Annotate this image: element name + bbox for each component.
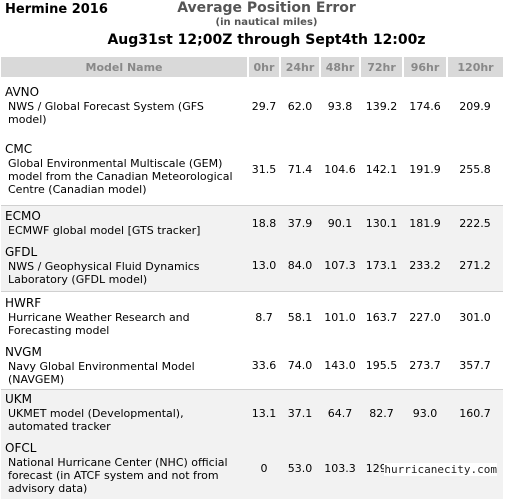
model-abbr: GFDL [5,244,38,259]
model-name-cell: OFCL National Hurricane Center (NHC) offi… [1,437,248,499]
value-cell: 53.0 [280,437,320,499]
value-cell: 29.7 [248,77,280,135]
model-abbr: OFCL [5,440,37,455]
table-row: NVGM Navy Global Environmental Model (NAV… [1,343,503,389]
page-subtitle: (in nautical miles) [215,17,318,28]
value-cell: 255.8 [447,135,503,205]
value-cell: 103.3 [320,437,360,499]
value-cell: 181.9 [403,204,447,241]
model-name-cell: ECMO ECMWF global model [GTS tracker] [1,204,248,241]
position-error-table: Model Name 0hr 24hr 48hr 72hr 96hr 120hr… [1,57,503,499]
value-cell: 104.6 [320,135,360,205]
value-cell: 101.0 [320,290,360,343]
value-cell: 18.8 [248,204,280,241]
table-row: HWRF Hurricane Weather Research and Forec… [1,290,503,343]
value-cell: 160.7 [447,388,503,437]
model-name-cell: UKM UKMET model (Developmental), automate… [1,388,248,437]
model-abbr: UKM [5,392,33,407]
model-description: Navy Global Environmental Model (NAVGEM) [8,359,195,386]
value-cell: 209.9 [447,77,503,135]
value-cell: 191.9 [403,135,447,205]
model-abbr: HWRF [5,296,42,311]
model-description: Hurricane Weather Research and Forecasti… [8,311,190,338]
value-cell: 142.1 [360,135,403,205]
title-block: Average Position Error (in nautical mile… [0,0,505,48]
value-cell: 82.7 [360,388,403,437]
column-header: Model Name [1,57,249,77]
model-name-cell: HWRF Hurricane Weather Research and Forec… [1,290,248,343]
value-cell: 62.0 [280,77,320,135]
model-description: NWS / Global Forecast System (GFS model) [8,100,204,126]
model-description: Global Environmental Multiscale (GEM) mo… [8,157,233,197]
model-description: National Hurricane Center (NHC) official… [8,455,228,495]
value-cell: 13.0 [248,241,280,291]
value-cell: 233.2 [403,241,447,291]
value-cell: 273.7 [403,343,447,389]
model-description: NWS / Geophysical Fluid Dynamics Laborat… [8,259,200,286]
table-row: ECMO ECMWF global model [GTS tracker] 18.… [1,204,503,241]
value-cell: 74.0 [280,343,320,389]
value-cell: 271.2 [447,241,503,291]
value-cell: 93.0 [403,388,447,437]
value-cell: 130.1 [360,204,403,241]
value-cell: 90.1 [320,204,360,241]
table-header-row: Model Name 0hr 24hr 48hr 72hr 96hr 120hr [1,57,503,77]
date-range: Aug31st 12;00Z through Sept4th 12:00z [107,32,426,48]
column-header: 96hr [403,57,448,77]
value-cell: 31.5 [248,135,280,205]
watermark: hurricanecity.com [384,463,497,476]
table-row: AVNO NWS / Global Forecast System (GFS mo… [1,77,503,135]
model-name-cell: CMC Global Environmental Multiscale (GEM)… [1,135,248,205]
table-row: CMC Global Environmental Multiscale (GEM)… [1,135,503,205]
value-cell: 37.1 [280,388,320,437]
storm-name: Hermine 2016 [5,2,108,17]
value-cell: 139.2 [360,77,403,135]
value-cell: 64.7 [320,388,360,437]
table-row: UKM UKMET model (Developmental), automate… [1,388,503,437]
model-name-cell: GFDL NWS / Geophysical Fluid Dynamics Lab… [1,241,248,291]
value-cell: 143.0 [320,343,360,389]
value-cell: 71.4 [280,135,320,205]
model-abbr: AVNO [5,85,40,99]
value-cell: 107.3 [320,241,360,291]
model-description: UKMET model (Developmental), automated t… [8,407,184,434]
column-header: 24hr [280,57,321,77]
page-title: Average Position Error [177,0,356,16]
value-cell: 163.7 [360,290,403,343]
value-cell: 222.5 [447,204,503,241]
value-cell: 173.1 [360,241,403,291]
table-row: GFDL NWS / Geophysical Fluid Dynamics Lab… [1,241,503,291]
column-header: 120hr [447,57,503,77]
value-cell: 13.1 [248,388,280,437]
value-cell: 8.7 [248,290,280,343]
value-cell: 84.0 [280,241,320,291]
value-cell: 174.6 [403,77,447,135]
value-cell: 58.1 [280,290,320,343]
model-abbr: NVGM [5,344,42,359]
value-cell: 301.0 [447,290,503,343]
value-cell: 0 [248,437,280,499]
value-cell: 195.5 [360,343,403,389]
model-abbr: CMC [5,142,33,157]
value-cell: 93.8 [320,77,360,135]
value-cell: 357.7 [447,343,503,389]
model-name-cell: AVNO NWS / Global Forecast System (GFS mo… [1,77,248,135]
column-header: 0hr [248,57,281,77]
model-abbr: ECMO [5,208,41,223]
value-cell: 37.9 [280,204,320,241]
value-cell: 33.6 [248,343,280,389]
model-description: ECMWF global model [GTS tracker] [8,223,201,237]
column-header: 48hr [320,57,361,77]
value-cell: 227.0 [403,290,447,343]
model-name-cell: NVGM Navy Global Environmental Model (NAV… [1,343,248,389]
column-header: 72hr [360,57,404,77]
